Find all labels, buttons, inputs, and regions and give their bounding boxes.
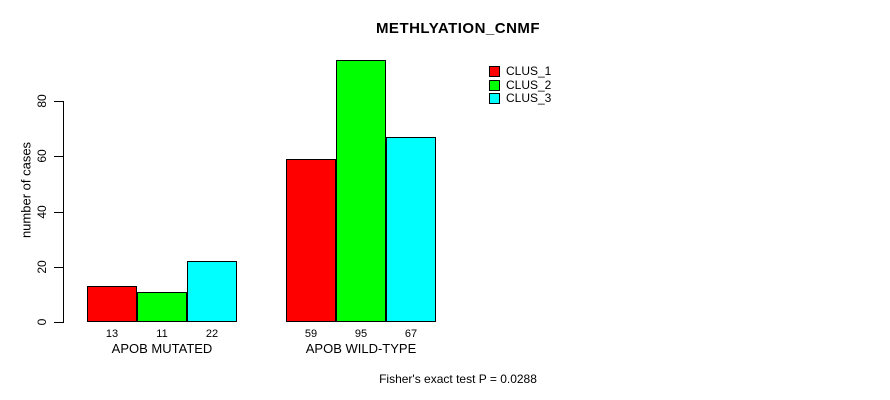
y-tick-label: 40 — [35, 204, 49, 219]
bar-value-label: 67 — [404, 328, 418, 340]
category-label: APOB WILD-TYPE — [305, 341, 417, 356]
y-tick-mark — [54, 211, 64, 213]
legend-swatch-clus_1 — [489, 66, 500, 77]
y-tick-label: 80 — [35, 94, 49, 108]
legend-swatch-clus_2 — [489, 79, 500, 91]
bar-value-label: 95 — [354, 328, 368, 340]
legend-label: CLUS_1 — [506, 64, 552, 78]
chart-title: METHLYATION_CNMF — [375, 20, 541, 37]
bar-value-label: 11 — [156, 328, 168, 340]
y-tick-mark — [54, 322, 64, 323]
bar-clus_1-1 — [87, 286, 137, 322]
legend-label: CLUS_3 — [506, 91, 552, 105]
annotation-text: Fisher's exact test P = 0.0288 — [379, 372, 537, 386]
legend-swatch-clus_3 — [489, 93, 500, 104]
y-tick-label: 60 — [35, 149, 49, 163]
bar-clus_2-2 — [336, 59, 386, 322]
y-tick-mark — [54, 266, 64, 268]
bar-value-label: 22 — [205, 328, 219, 340]
category-label: APOB MUTATED — [111, 341, 213, 356]
bar-clus_1-2 — [286, 159, 336, 322]
legend-label: CLUS_2 — [506, 77, 552, 92]
y-axis-label: number of cases — [18, 141, 34, 239]
bar-value-label: 59 — [304, 328, 318, 340]
bar-clus_2-1 — [137, 291, 187, 322]
y-tick-mark — [54, 156, 64, 158]
bar-clus_3-1 — [187, 261, 237, 322]
y-tick-label: 20 — [35, 260, 49, 274]
bar-value-label: 13 — [105, 328, 119, 340]
bar-clus_3-2 — [386, 136, 436, 322]
y-tick-mark — [54, 101, 64, 102]
y-tick-label: 0 — [35, 318, 49, 326]
